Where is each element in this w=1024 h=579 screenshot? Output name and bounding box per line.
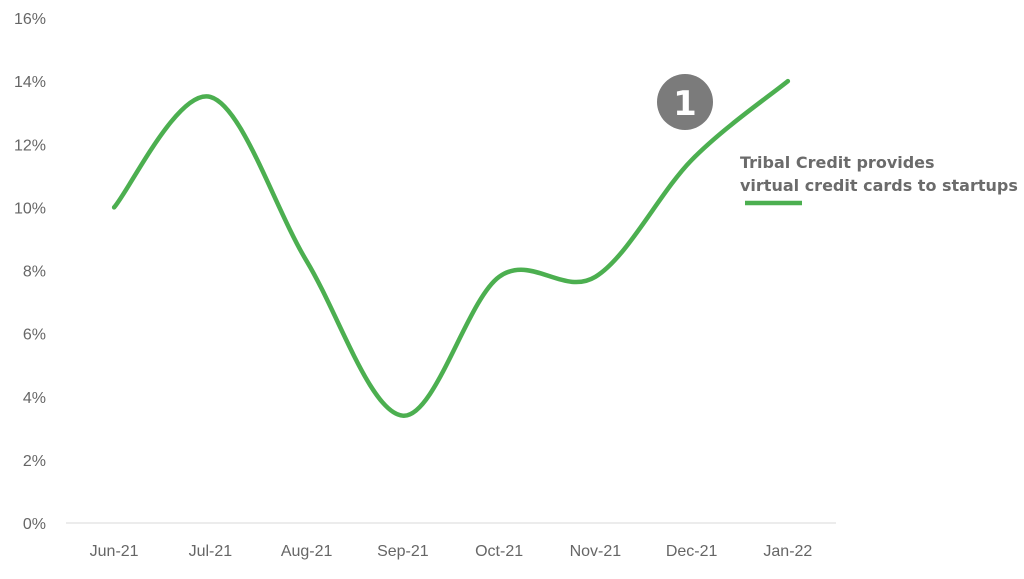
x-axis-ticks: Jun-21 Jul-21 Aug-21 Sep-21 Oct-21 Nov-21 Dec-… xyxy=(90,543,813,560)
y-tick-label: 6% xyxy=(23,327,46,344)
y-tick-label: 2% xyxy=(23,453,46,470)
y-tick-label: 10% xyxy=(14,200,46,217)
x-tick-label: Oct-21 xyxy=(475,543,523,560)
x-tick-label: Aug-21 xyxy=(281,543,333,560)
x-tick-label: Jan-22 xyxy=(763,543,812,560)
annotation-line-2: virtual credit cards to startups xyxy=(740,176,1018,195)
series-line xyxy=(111,78,791,418)
x-tick-label: Nov-21 xyxy=(570,543,622,560)
y-tick-label: 12% xyxy=(14,137,46,154)
annotation-badge xyxy=(657,74,713,130)
y-axis-ticks: 0% 2% 4% 6% 8% 10% 12% 14% 16% xyxy=(14,11,46,533)
y-tick-label: 16% xyxy=(14,11,46,28)
annotation-line-1: Tribal Credit provides xyxy=(740,153,935,172)
y-tick-label: 8% xyxy=(23,264,46,281)
y-tick-label: 4% xyxy=(23,390,46,407)
x-tick-label: Jun-21 xyxy=(90,543,139,560)
x-tick-label: Jul-21 xyxy=(189,543,233,560)
x-tick-label: Sep-21 xyxy=(377,543,429,560)
x-tick-label: Dec-21 xyxy=(666,543,718,560)
annotation: 1 Tribal Credit provides virtual credit … xyxy=(657,74,1018,206)
y-tick-label: 0% xyxy=(23,516,46,533)
annotation-badge-label: 1 xyxy=(673,84,697,124)
series-points xyxy=(112,79,790,418)
y-tick-label: 14% xyxy=(14,74,46,91)
